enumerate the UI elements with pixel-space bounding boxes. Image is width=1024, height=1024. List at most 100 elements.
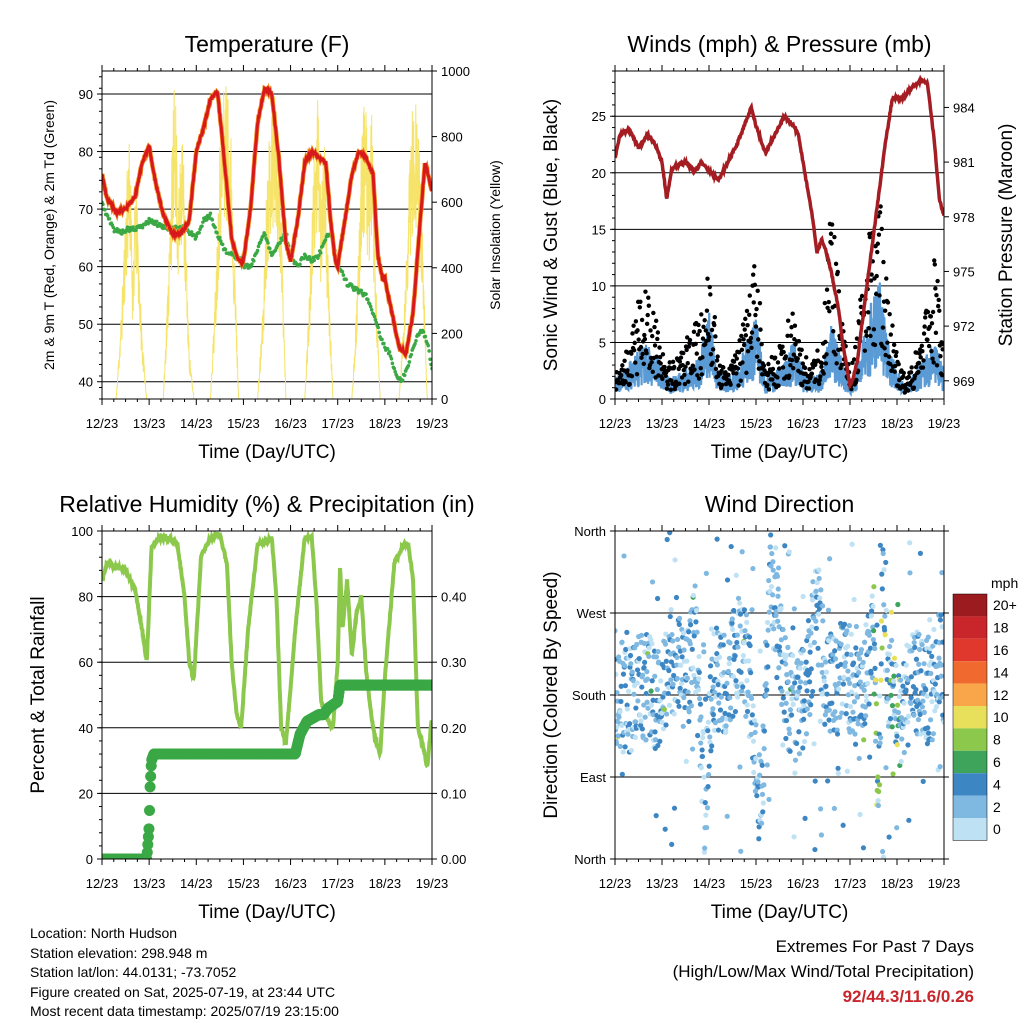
colorbar-frame bbox=[952, 593, 988, 841]
gust-point bbox=[757, 359, 762, 364]
dewpoint-point bbox=[307, 254, 312, 259]
direction-point bbox=[638, 718, 644, 724]
gust-point bbox=[719, 382, 725, 388]
gust-point bbox=[833, 352, 838, 357]
direction-point bbox=[804, 688, 810, 694]
gust-point bbox=[701, 324, 706, 329]
direction-point bbox=[889, 703, 896, 709]
direction-point bbox=[896, 673, 902, 679]
dewpoint-point bbox=[382, 341, 386, 346]
gust-point bbox=[756, 337, 761, 342]
direction-point bbox=[880, 547, 886, 553]
direction-point bbox=[898, 688, 904, 694]
x-axis-label: Time (Day/UTC) bbox=[711, 442, 849, 463]
direction-point bbox=[815, 645, 821, 651]
gust-point bbox=[765, 382, 770, 388]
y2-tick-label: 0.20 bbox=[441, 721, 466, 736]
x-tick-label: 16/23 bbox=[274, 876, 307, 891]
direction-point bbox=[781, 709, 787, 715]
gust-point bbox=[673, 379, 679, 385]
gust-point bbox=[643, 289, 648, 294]
rainfall-point bbox=[141, 846, 153, 858]
direction-point bbox=[925, 634, 931, 640]
direction-point bbox=[829, 700, 835, 706]
gust-point bbox=[878, 204, 883, 209]
direction-point bbox=[823, 683, 829, 689]
direction-point bbox=[844, 651, 850, 657]
direction-point bbox=[878, 661, 884, 667]
direction-point bbox=[784, 690, 791, 697]
direction-point bbox=[907, 570, 913, 576]
gust-point bbox=[710, 360, 715, 365]
gust-point bbox=[747, 293, 752, 298]
direction-point bbox=[748, 670, 754, 676]
y2-tick-label: 400 bbox=[441, 261, 463, 276]
direction-point bbox=[851, 596, 857, 603]
dewpoint-point bbox=[111, 225, 116, 230]
direction-point bbox=[634, 641, 640, 648]
direction-point bbox=[827, 728, 833, 734]
direction-point bbox=[801, 738, 808, 745]
gust-point bbox=[885, 340, 890, 345]
gust-point bbox=[695, 332, 701, 337]
direction-point bbox=[821, 678, 827, 684]
gust-point bbox=[934, 363, 940, 368]
gust-point bbox=[901, 374, 906, 379]
direction-point bbox=[636, 655, 642, 662]
direction-point bbox=[735, 694, 741, 700]
dewpoint-point bbox=[218, 235, 222, 240]
direction-point bbox=[714, 662, 720, 668]
y-tick-label: 60 bbox=[79, 655, 93, 670]
direction-point bbox=[800, 593, 806, 600]
direction-point bbox=[687, 618, 693, 624]
direction-point bbox=[830, 652, 836, 658]
direction-point bbox=[710, 712, 717, 718]
direction-point bbox=[700, 642, 707, 648]
x-tick-label: 17/23 bbox=[321, 416, 354, 431]
gust-point bbox=[835, 269, 840, 275]
direction-point bbox=[633, 705, 639, 711]
direction-point bbox=[627, 721, 633, 727]
dewpoint-point bbox=[413, 341, 417, 346]
dewpoint-point bbox=[390, 361, 395, 366]
direction-point bbox=[724, 813, 730, 819]
direction-point bbox=[871, 584, 877, 590]
colorbar-swatch bbox=[953, 594, 987, 617]
direction-point bbox=[806, 679, 813, 685]
direction-point bbox=[912, 644, 918, 650]
direction-point bbox=[851, 699, 858, 705]
gust-point bbox=[683, 364, 688, 370]
direction-point bbox=[643, 690, 649, 697]
gust-point bbox=[911, 385, 917, 390]
direction-point bbox=[727, 695, 733, 701]
direction-point bbox=[878, 677, 884, 683]
gust-point bbox=[684, 335, 690, 340]
direction-point bbox=[676, 615, 683, 621]
direction-point bbox=[768, 583, 775, 590]
direction-point bbox=[855, 721, 861, 727]
gust-point bbox=[663, 373, 668, 379]
direction-point bbox=[700, 730, 706, 736]
direction-point bbox=[895, 709, 902, 716]
direction-point bbox=[766, 577, 772, 584]
direction-point bbox=[726, 661, 732, 667]
direction-point bbox=[856, 656, 863, 662]
dewpoint-point bbox=[426, 343, 431, 348]
x-tick-label: 16/23 bbox=[787, 416, 820, 431]
direction-point bbox=[695, 732, 701, 739]
direction-point bbox=[800, 647, 806, 654]
direction-point bbox=[747, 642, 753, 649]
direction-point bbox=[876, 788, 882, 795]
gust-point bbox=[876, 232, 882, 237]
gust-point bbox=[775, 360, 781, 365]
direction-point bbox=[728, 705, 734, 711]
direction-point bbox=[760, 800, 766, 806]
direction-point bbox=[938, 673, 944, 679]
direction-point bbox=[922, 730, 928, 736]
direction-point bbox=[782, 635, 788, 641]
gust-point bbox=[800, 383, 805, 388]
direction-point bbox=[817, 718, 823, 724]
direction-point bbox=[724, 680, 730, 686]
gust-point bbox=[930, 356, 935, 361]
direction-point bbox=[676, 703, 682, 709]
